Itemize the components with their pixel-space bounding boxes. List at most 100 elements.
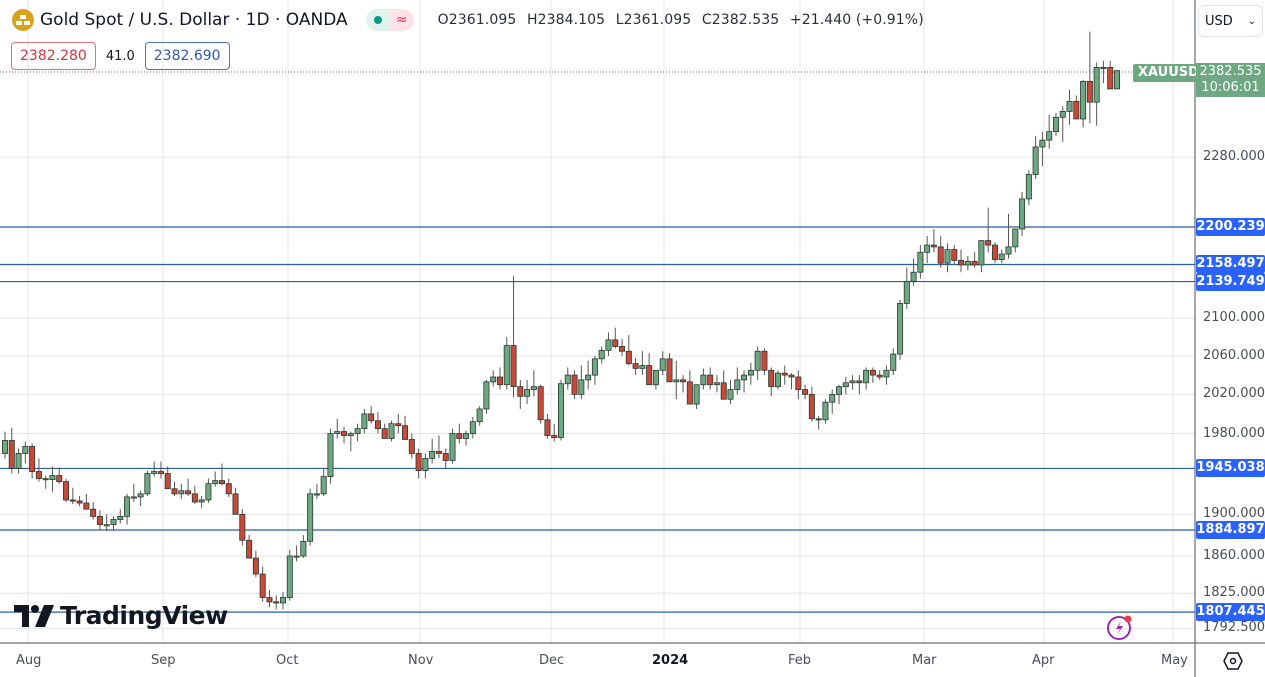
candle[interactable] [496, 376, 503, 386]
candle[interactable] [334, 431, 341, 434]
candle[interactable] [795, 376, 802, 390]
candle[interactable] [279, 597, 286, 604]
candle[interactable] [903, 280, 910, 304]
buy-button[interactable]: 2382.690 [144, 42, 230, 70]
candle[interactable] [964, 260, 971, 266]
candle[interactable] [503, 345, 510, 386]
candle[interactable] [205, 483, 212, 501]
candle[interactable] [944, 249, 951, 264]
candle[interactable] [883, 369, 890, 378]
candle[interactable] [83, 502, 90, 510]
candle[interactable] [958, 260, 965, 266]
candle[interactable] [707, 374, 714, 386]
candle[interactable] [924, 244, 931, 253]
candle[interactable] [856, 380, 863, 384]
candle[interactable] [598, 349, 605, 360]
candle[interactable] [42, 478, 49, 481]
candle[interactable] [802, 389, 809, 395]
candle[interactable] [1019, 198, 1026, 230]
candle[interactable] [930, 244, 937, 248]
candle[interactable] [266, 597, 273, 603]
candle[interactable] [171, 488, 178, 495]
candle[interactable] [625, 350, 632, 364]
candle[interactable] [29, 446, 36, 472]
candle[interactable] [151, 471, 158, 474]
candle[interactable] [286, 555, 293, 598]
candle[interactable] [354, 428, 361, 434]
candle[interactable] [320, 476, 327, 495]
candle[interactable] [537, 386, 544, 421]
candle[interactable] [673, 379, 680, 383]
candle[interactable] [368, 413, 375, 422]
candle[interactable] [578, 379, 585, 395]
candle[interactable] [1080, 81, 1087, 120]
candle[interactable] [666, 358, 673, 383]
candle[interactable] [761, 350, 768, 371]
candle[interactable] [971, 260, 978, 266]
candle[interactable] [713, 382, 720, 386]
candle[interactable] [239, 513, 246, 541]
candle[interactable] [1107, 67, 1114, 90]
candle[interactable] [741, 374, 748, 381]
candle[interactable] [510, 345, 517, 388]
candle[interactable] [429, 451, 436, 459]
candle[interactable] [469, 421, 476, 434]
candle[interactable] [1032, 146, 1039, 175]
candle[interactable] [890, 353, 897, 371]
horizontal-levels[interactable] [0, 226, 1195, 613]
candle[interactable] [90, 508, 97, 517]
candle[interactable] [476, 408, 483, 423]
candle[interactable] [144, 473, 151, 495]
candle[interactable] [408, 439, 415, 454]
candle[interactable] [1012, 228, 1019, 248]
candle[interactable] [530, 386, 537, 390]
candle[interactable] [1052, 116, 1059, 133]
candle[interactable] [273, 601, 280, 604]
candle[interactable] [69, 499, 76, 502]
candle[interactable] [836, 386, 843, 395]
candle[interactable] [829, 393, 836, 403]
candle[interactable] [876, 374, 883, 378]
candle[interactable] [137, 493, 144, 498]
currency-selector[interactable]: USD ⌄ [1198, 5, 1263, 37]
candle[interactable] [307, 493, 314, 542]
candle[interactable] [897, 303, 904, 355]
candle[interactable] [646, 365, 653, 386]
candle[interactable] [388, 423, 395, 439]
candle[interactable] [117, 515, 124, 520]
market-status[interactable]: ≈ [365, 9, 414, 31]
candle[interactable] [422, 458, 429, 471]
candle[interactable] [56, 475, 63, 483]
sell-button[interactable]: 2382.280 [11, 42, 96, 70]
candle[interactable] [259, 573, 266, 598]
candles[interactable] [2, 31, 1121, 610]
candle[interactable] [463, 433, 470, 439]
candle[interactable] [402, 425, 409, 440]
candle[interactable] [1066, 100, 1073, 112]
candle[interactable] [1046, 131, 1053, 141]
candle[interactable] [815, 418, 822, 421]
candle[interactable] [612, 339, 619, 347]
candle[interactable] [639, 365, 646, 369]
candle[interactable] [632, 363, 639, 369]
candle[interactable] [619, 346, 626, 352]
candle[interactable] [185, 490, 192, 495]
candle[interactable] [225, 483, 232, 495]
candle[interactable] [35, 471, 42, 479]
candle[interactable] [551, 435, 558, 438]
candle[interactable] [585, 374, 592, 381]
candle[interactable] [1114, 70, 1121, 90]
tradingview-logo[interactable]: TradingView [14, 601, 228, 630]
candle[interactable] [157, 471, 164, 474]
chart-settings-button[interactable] [1222, 650, 1244, 672]
candle[interactable] [63, 481, 70, 501]
candle[interactable] [517, 386, 524, 397]
candle[interactable] [524, 389, 531, 397]
candle[interactable] [374, 420, 381, 430]
candle[interactable] [96, 515, 103, 526]
candle[interactable] [1005, 246, 1012, 255]
candle[interactable] [978, 240, 985, 266]
candle[interactable] [1086, 81, 1093, 103]
candle[interactable] [998, 253, 1005, 260]
candle[interactable] [849, 380, 856, 384]
